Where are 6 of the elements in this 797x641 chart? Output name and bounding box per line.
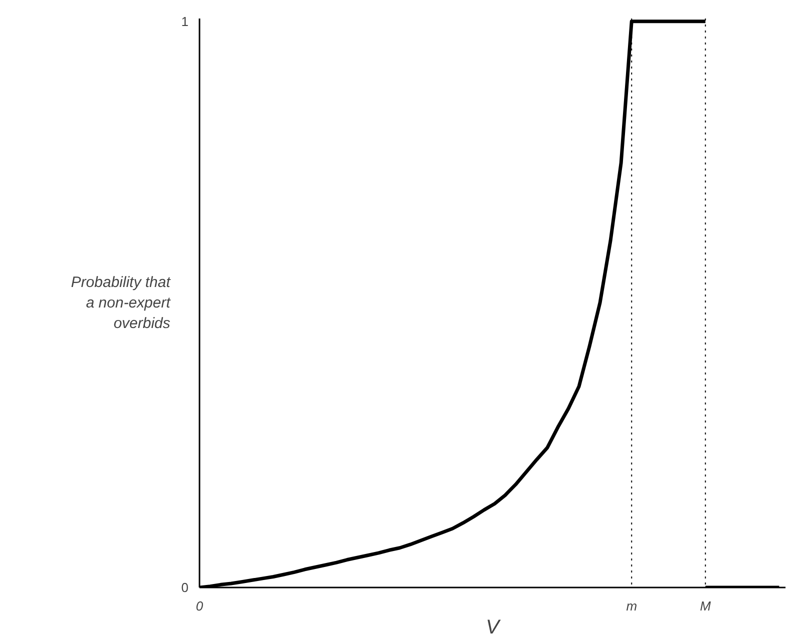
y-tick-label: 1 [181,14,189,29]
x-tick-label: 0 [196,598,204,614]
x-tick-label: M [700,598,711,614]
y-axis-title: Probability that a non-expert overbids [71,274,172,332]
x-axis-title: V [486,616,501,638]
x-tick-label: m [626,598,638,614]
